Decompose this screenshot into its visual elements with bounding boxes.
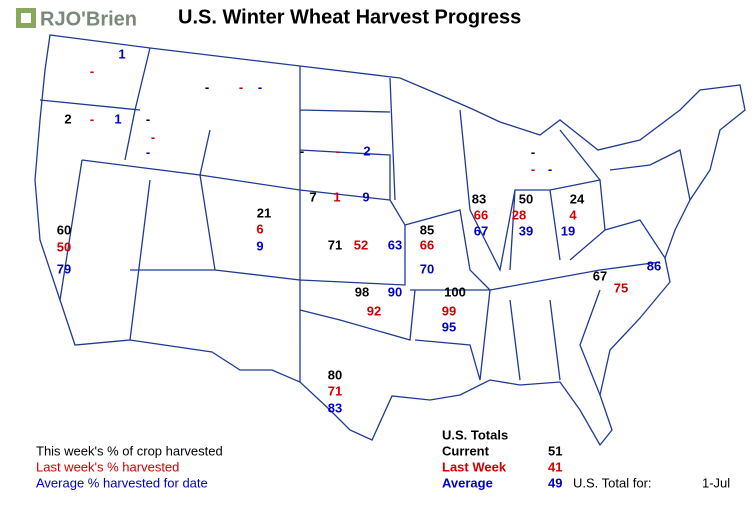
state-last-week: 66: [474, 207, 488, 222]
state-average: 1: [118, 46, 125, 61]
state-current: 21: [257, 205, 271, 220]
state-last-week: -: [90, 111, 94, 126]
state-average: 79: [57, 261, 71, 276]
state-last-week: 28: [512, 207, 526, 222]
state-last-week: -: [151, 129, 155, 144]
state-average: 63: [388, 237, 402, 252]
state-last-week: 99: [442, 303, 456, 318]
state-current: 85: [420, 222, 434, 237]
state-current: -: [205, 79, 209, 94]
total-for-label: U.S. Total for:: [573, 475, 652, 490]
state-average: 9: [256, 238, 263, 253]
state-current: -: [531, 144, 535, 159]
totals-value: 41: [548, 459, 562, 474]
state-average: 9: [362, 189, 369, 204]
state-last-week: -: [90, 63, 94, 78]
state-current: 67: [593, 268, 607, 283]
totals-value: 51: [548, 443, 562, 458]
title: U.S. Winter Wheat Harvest Progress: [178, 6, 521, 28]
state-current: 60: [57, 222, 71, 237]
state-current: 100: [444, 284, 466, 299]
state-last-week: 6: [256, 221, 263, 236]
totals-label: Current: [442, 443, 490, 458]
state-last-week: -: [531, 161, 535, 176]
state-current: 71: [328, 237, 342, 252]
totals-value: 49: [548, 475, 562, 490]
state-borders: [39, 47, 691, 396]
legend-current: This week's % of crop harvested: [36, 443, 223, 458]
state-last-week: 50: [57, 239, 71, 254]
totals-title: U.S. Totals: [442, 427, 508, 442]
state-last-week: 75: [614, 280, 628, 295]
state-average: 86: [647, 258, 661, 273]
state-last-week: 92: [367, 303, 381, 318]
legend-last-week: Last week's % harvested: [36, 459, 179, 474]
state-current: 24: [570, 191, 585, 206]
legend-average: Average % harvested for date: [36, 475, 208, 490]
state-last-week: 66: [420, 237, 434, 252]
state-last-week: 1: [333, 189, 340, 204]
state-average: -: [548, 161, 552, 176]
state-current: -: [146, 111, 150, 126]
logo: RJO'Brien: [40, 8, 137, 30]
state-current: -: [300, 143, 304, 158]
us-map: [34, 34, 746, 447]
totals-label: Average: [442, 475, 493, 490]
state-average: 39: [519, 223, 533, 238]
state-last-week: 71: [328, 383, 342, 398]
state-last-week: -: [336, 143, 340, 158]
us-outline: [34, 34, 746, 447]
totals-label: Last Week: [442, 459, 507, 474]
state-average: 1: [114, 111, 121, 126]
state-average: -: [146, 144, 150, 159]
state-current: 7: [309, 189, 316, 204]
state-current: 98: [355, 284, 369, 299]
state-last-week: -: [239, 79, 243, 94]
state-average: 67: [474, 223, 488, 238]
state-average: 2: [363, 143, 370, 158]
state-average: 19: [561, 223, 575, 238]
state-last-week: 4: [569, 207, 577, 222]
state-last-week: 52: [354, 237, 368, 252]
state-average: -: [258, 79, 262, 94]
state-current: 50: [519, 191, 533, 206]
state-current: 80: [328, 367, 342, 382]
logo-icon-inner: [21, 13, 31, 23]
state-average: 70: [420, 261, 434, 276]
state-current: 83: [472, 191, 486, 206]
state-average: 83: [328, 400, 342, 415]
total-date: 1-Jul: [702, 475, 730, 490]
state-average: 90: [388, 284, 402, 299]
state-current: 2: [64, 111, 71, 126]
state-average: 95: [442, 319, 456, 334]
